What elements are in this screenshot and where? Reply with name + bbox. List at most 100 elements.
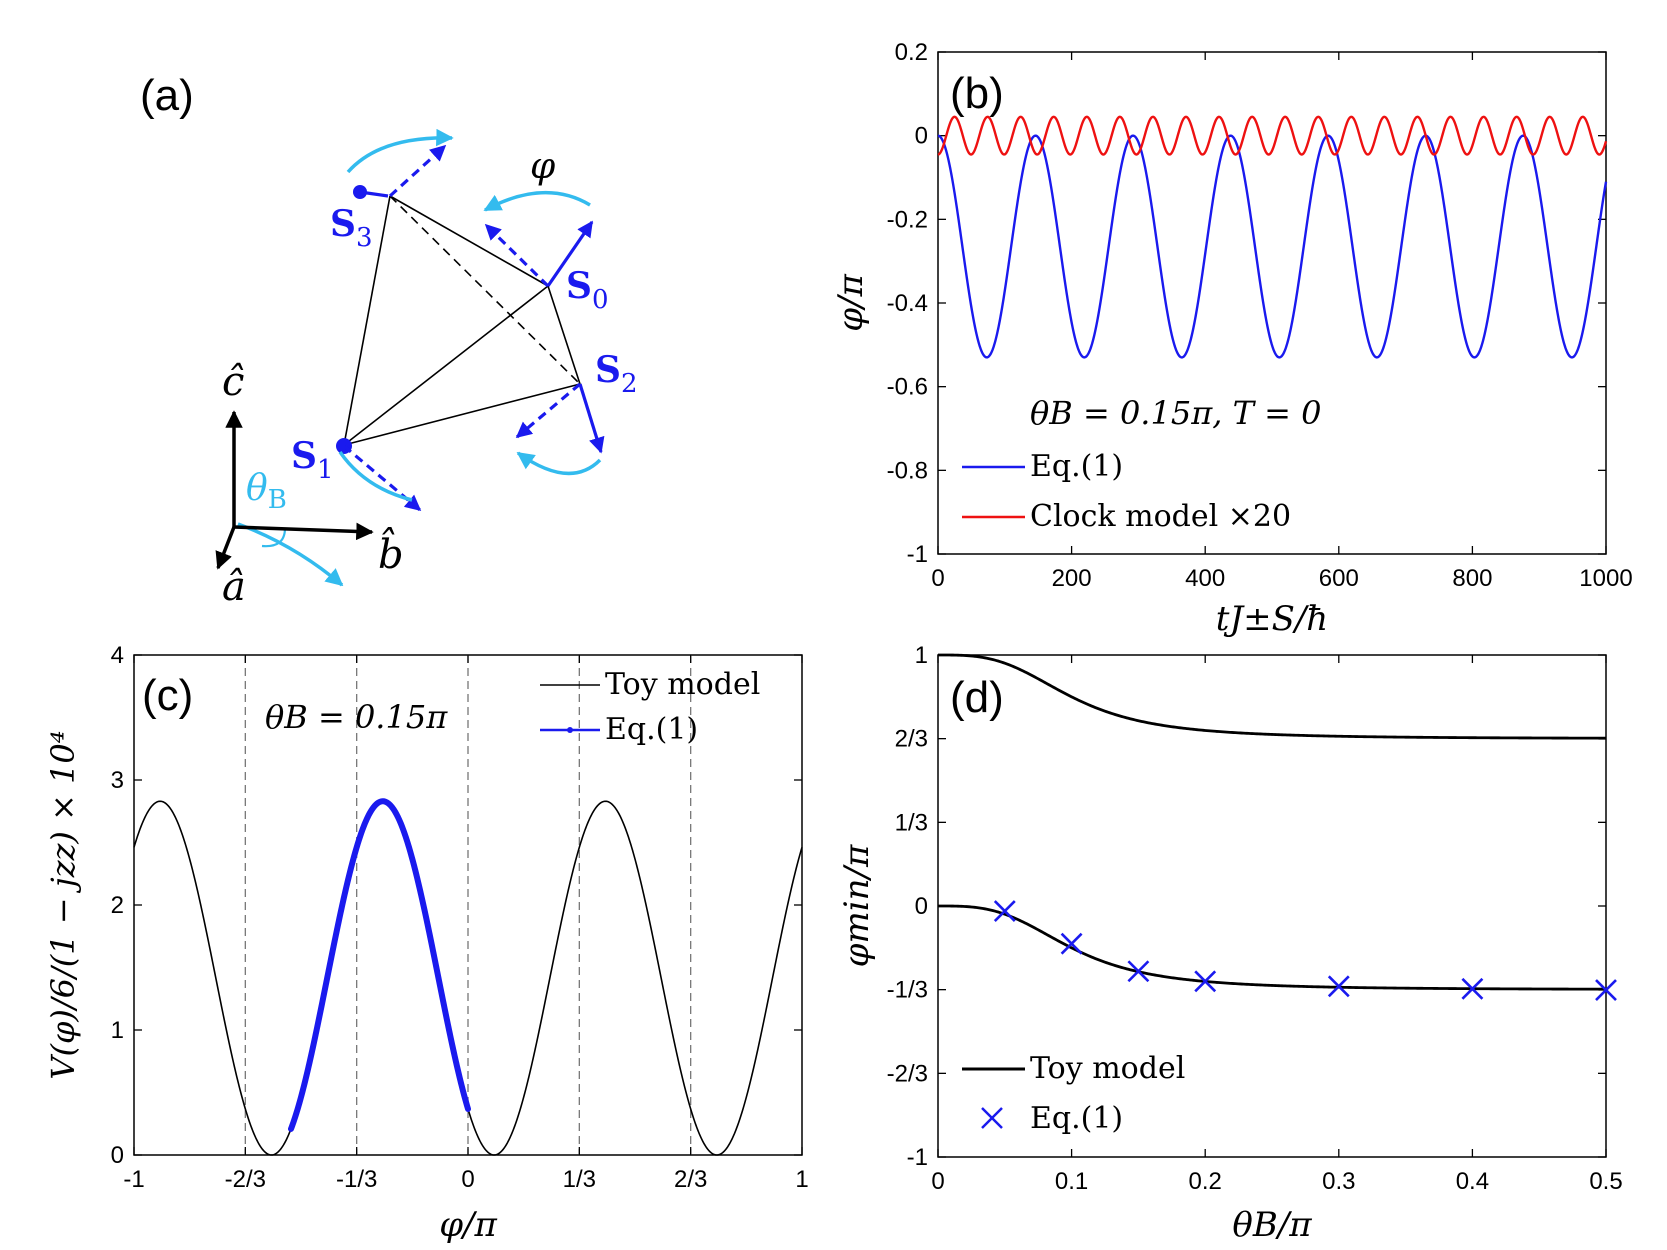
panel-c-series: [133, 798, 803, 1156]
panel-b-xtick-label: 0: [931, 565, 944, 592]
panel-c-ytick-label: 4: [111, 642, 124, 669]
panel-c-xtick-label: 2/3: [674, 1166, 707, 1193]
panel-d-xtick-label: 0.3: [1322, 1168, 1355, 1195]
panel-b-xtick-label: 200: [1052, 565, 1092, 592]
panel-d-xlabel: θB/π: [1232, 1205, 1312, 1245]
panel-d-legend: Toy model Eq.(1): [962, 1051, 1185, 1136]
axis-b-arrow: [233, 522, 374, 541]
rotation-arc-s2: [516, 451, 602, 476]
panel-d-series: [938, 653, 1617, 1002]
panel-c-annotation: θB = 0.15π: [265, 698, 448, 736]
panel-d-ytick-label: 0: [915, 893, 928, 920]
panel-c-xtick-label: -1: [123, 1166, 144, 1193]
panel-d-xtick-label: 0.1: [1055, 1168, 1088, 1195]
panel-a: (a): [140, 71, 638, 610]
panel-d-xtick-label: 0: [931, 1168, 944, 1195]
label-theta-b: θB: [246, 468, 287, 515]
spin-s0-arrow: [546, 220, 594, 287]
panel-d-xtick-label: 0.4: [1456, 1168, 1489, 1195]
label-phi: φ: [530, 146, 556, 187]
panel-c-dashed-lines: [244, 655, 692, 1155]
panel-d-ticks: 0 0.1 0.2 0.3 0.4 0.5 1 2/3 1/3 0 -1/3 -2/3 -1: [887, 642, 1623, 1195]
panel-b-series: [937, 115, 1608, 359]
label-s1: S1: [291, 435, 334, 485]
legend-c-eq1-marker: [567, 727, 573, 733]
series-c-eq1: [287, 798, 471, 1132]
panel-a-label: (a): [140, 71, 194, 120]
series-d-eq1-point: [1194, 970, 1217, 993]
panel-b-label: (b): [950, 69, 1004, 118]
panel-d-label: (d): [950, 673, 1004, 722]
edge-s3-s1: [343, 195, 391, 446]
rotation-arc-s3: [346, 128, 454, 174]
panel-c-ytick-label: 3: [111, 767, 124, 794]
panel-b-xtick-label: 400: [1185, 565, 1225, 592]
panel-c-xtick-label: 1: [795, 1166, 808, 1193]
panel-c-xtick-label: 0: [461, 1166, 474, 1193]
panel-d-ytick-label: -2/3: [887, 1060, 928, 1087]
panel-d-xtick-label: 0.5: [1589, 1168, 1622, 1195]
panel-b-ytick-label: 0.2: [895, 39, 928, 66]
rotation-arcs: [237, 128, 602, 587]
rotation-arc-s1: [338, 451, 413, 502]
panel-d-ytick-label: 1/3: [895, 809, 928, 836]
label-s3: S3: [330, 203, 373, 253]
spin-s2-arrow: [578, 383, 605, 454]
theta-arrow: [237, 522, 344, 587]
axis-a-label: â: [222, 564, 246, 610]
edge-s3-s2: [389, 195, 581, 385]
panel-c-ytick-label: 2: [111, 892, 124, 919]
coordinate-axes: [215, 410, 374, 570]
series-d-eq1-point: [1327, 975, 1350, 998]
panel-b-ytick-label: -0.6: [887, 374, 928, 401]
panel-c: -1 -2/3 -1/3 0 1/3 2/3 1 0 1 2 3 4 (c) θB = 0.15π T…: [44, 642, 809, 1245]
panel-b-annotation: θB = 0.15π, T = 0: [1030, 394, 1321, 432]
panel-d: 0 0.1 0.2 0.3 0.4 0.5 1 2/3 1/3 0 -1/3 -2/3 -1 (d) T…: [837, 642, 1623, 1245]
legend-b-eq1: Eq.(1): [1030, 449, 1123, 484]
legend-c-eq1: Eq.(1): [605, 712, 698, 747]
edge-s3-s0: [389, 195, 549, 287]
panel-b-ticks: 0 200 400 600 800 1000 0.2 0 -0.2 -0.4 -0.6 -0.8 -1: [887, 39, 1633, 592]
panel-c-legend: Toy model Eq.(1): [540, 667, 760, 747]
panel-c-xtick-label: 1/3: [563, 1166, 596, 1193]
rotation-arc-s0: [483, 190, 591, 212]
tetrahedron: [343, 195, 581, 446]
panel-c-ytick-label: 0: [111, 1142, 124, 1169]
panel-b-xtick-label: 1000: [1579, 565, 1632, 592]
panel-c-ticks: -1 -2/3 -1/3 0 1/3 2/3 1 0 1 2 3 4: [111, 642, 809, 1193]
label-s0: S0: [566, 265, 609, 315]
panel-c-ylabel: V(φ)/6/(1 − jzz) × 10⁴: [44, 730, 82, 1079]
series-d-eq1-point: [1060, 932, 1083, 955]
panel-c-xlabel: φ/π: [439, 1205, 497, 1245]
panel-b-xlabel: tJ±S/ħ: [1216, 599, 1328, 639]
edge-s0-s1: [343, 285, 549, 446]
panel-c-ytick-label: 1: [111, 1017, 124, 1044]
panel-b-ytick-label: -0.8: [887, 457, 928, 484]
series-d-eq1-point: [1127, 960, 1150, 983]
legend-d-toy: Toy model: [1030, 1051, 1185, 1086]
legend-b-clock: Clock model ×20: [1030, 499, 1291, 534]
axis-a-arrow: [215, 526, 236, 570]
panel-d-ytick-label: -1: [907, 1144, 928, 1171]
panel-b-xtick-label: 800: [1452, 565, 1492, 592]
edge-s0-s2: [547, 285, 581, 385]
spin-s3-stub: [359, 190, 389, 198]
series-d-eq1-point: [1461, 977, 1484, 1000]
axis-c-label: ĉ: [222, 359, 244, 405]
label-s2: S2: [595, 349, 638, 399]
panel-b: 0 200 400 600 800 10000.20-0.2-0.4-0.6-0.8-1 …: [831, 39, 1633, 639]
series-d-eq1-point: [1595, 979, 1617, 1002]
series-d-toy-lower: [938, 904, 1606, 991]
spin-s3-arrow: [388, 144, 447, 198]
spin-s2-dashed-arrow: [515, 382, 582, 439]
series-d-eq1-point: [993, 900, 1016, 922]
axis-b-label: b̂: [378, 528, 404, 578]
legend-d-eq1: Eq.(1): [1030, 1101, 1123, 1136]
theta-arc: [261, 527, 287, 548]
panel-d-ylabel: φmin/π: [837, 844, 877, 967]
series-b-eq1: [937, 134, 1608, 359]
panel-d-ytick-label: 1: [915, 642, 928, 669]
series-d-toy-upper: [938, 653, 1606, 740]
panel-b-ytick-label: 0: [915, 123, 928, 150]
